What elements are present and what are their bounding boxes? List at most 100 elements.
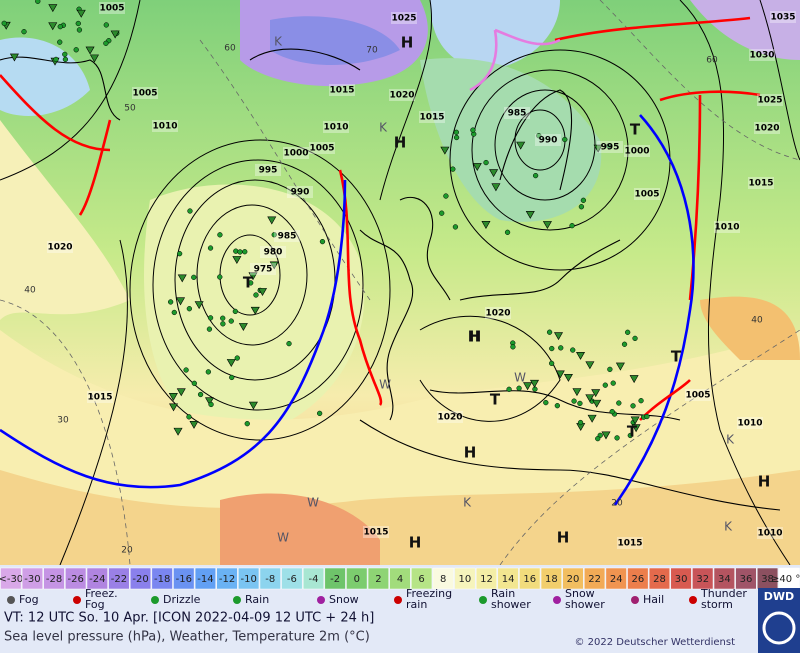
scale-cell (627, 567, 649, 590)
label-bg (737, 417, 763, 429)
scale-cell (173, 567, 195, 590)
scale-value: -20 (132, 574, 148, 585)
rain-symbol (253, 292, 259, 298)
shower-symbol (169, 403, 179, 412)
rain-symbol (53, 56, 59, 63)
label-bg (757, 527, 783, 539)
isotherm-label: 40 (751, 316, 763, 326)
weather-legend-item: Rain (245, 593, 269, 606)
valid-time: VT: 12 UTC So. 10 Apr. [ICON 2022-04-09 … (4, 611, 374, 626)
scale-cell (65, 567, 87, 590)
isotherm-label: 20 (611, 499, 623, 509)
pressure-system: W (514, 371, 526, 385)
shower-symbol (593, 144, 603, 153)
pressure-label: 1005 (99, 4, 124, 14)
pressure-label: 1015 (617, 539, 642, 549)
shower-symbol (542, 221, 552, 229)
logo-icon (762, 611, 796, 645)
pressure-label: 1015 (748, 179, 773, 189)
shower-symbol (630, 416, 640, 425)
rain-symbol (207, 245, 214, 251)
scale-value: -14 (197, 574, 213, 585)
scale-cell (367, 567, 389, 590)
pressure-label: 1005 (132, 89, 157, 99)
shower-symbol (523, 382, 533, 391)
pressure-label: 1010 (737, 419, 762, 429)
rain-symbol (532, 386, 538, 392)
pressure-label: 1025 (757, 96, 782, 106)
scale-value: 28 (653, 574, 666, 585)
pressure-system: K (724, 520, 733, 534)
pressure-system: H (401, 34, 414, 52)
scale-low-label: <-30 (0, 574, 23, 585)
weather-legend-item: Fog (19, 593, 39, 606)
pressure-system: W (307, 496, 319, 510)
pressure-system: T (490, 391, 501, 409)
shower-symbol (226, 359, 236, 367)
scale-value: 0 (354, 574, 360, 585)
rain-symbol (286, 340, 292, 347)
pressure-system: H (758, 473, 771, 491)
scale-value: 4 (397, 574, 403, 585)
shower-symbol (48, 22, 58, 31)
pressure-label: 975 (254, 265, 273, 275)
pressure-label: 1010 (152, 122, 177, 132)
rain-symbol (183, 367, 189, 373)
label-bg (685, 389, 711, 401)
pressure-label: 1020 (437, 413, 462, 423)
weather-icon (151, 596, 159, 604)
rain-symbol (57, 39, 63, 45)
rain-symbol (62, 51, 68, 58)
rain-symbol (577, 400, 583, 407)
scale-cell (475, 567, 498, 590)
scale-value: -28 (46, 574, 62, 585)
scale-value: 18 (545, 574, 558, 585)
rain-symbol (543, 399, 549, 406)
shower-symbol (248, 401, 258, 410)
pressure-system: T (671, 348, 682, 366)
pressure-label: 990 (539, 136, 558, 146)
label-bg (714, 221, 740, 233)
rain-symbol (229, 374, 235, 381)
rain-symbol (453, 129, 460, 135)
scale-cell (216, 567, 238, 590)
rain-symbol (228, 318, 234, 324)
shower-symbol (472, 163, 482, 172)
label-bg (255, 164, 281, 176)
scale-cell (540, 567, 562, 590)
shower-symbol (248, 272, 258, 281)
scale-cell (129, 567, 152, 590)
weather-icon (73, 596, 81, 604)
label-bg (437, 411, 463, 423)
isotherm-label: 50 (124, 104, 136, 114)
rain-symbol (244, 421, 250, 427)
scale-cell (194, 567, 216, 590)
pressure-label: 985 (508, 109, 527, 119)
scale-value: -2 (330, 574, 340, 585)
scale-high-label: ≥40 °C (771, 574, 800, 585)
weather-icon (553, 596, 561, 604)
pressure-system: H (464, 444, 477, 462)
shower-symbol (267, 216, 277, 225)
scale-cell (670, 567, 692, 590)
scale-cell (692, 567, 714, 590)
rain-symbol (558, 345, 564, 351)
label-bg (597, 141, 623, 153)
shower-symbol (176, 297, 186, 306)
rain-symbol (607, 366, 613, 373)
scale-cell (411, 567, 433, 590)
scale-cell (43, 567, 65, 590)
pressure-label: 1020 (754, 124, 779, 134)
rain-symbol (644, 413, 650, 420)
rain-symbol (632, 335, 638, 342)
rain-symbol (548, 360, 555, 367)
scale-value: 26 (631, 574, 644, 585)
rain-symbol (75, 20, 81, 27)
pressure-label: 1015 (419, 113, 444, 123)
rain-symbol (103, 40, 109, 46)
scale-cell (497, 567, 519, 590)
scale-value: -16 (176, 574, 192, 585)
scale-value: -26 (68, 574, 84, 585)
isotherm-label: 70 (366, 46, 378, 56)
description: Sea level pressure (hPa), Weather, Tempe… (4, 630, 370, 645)
